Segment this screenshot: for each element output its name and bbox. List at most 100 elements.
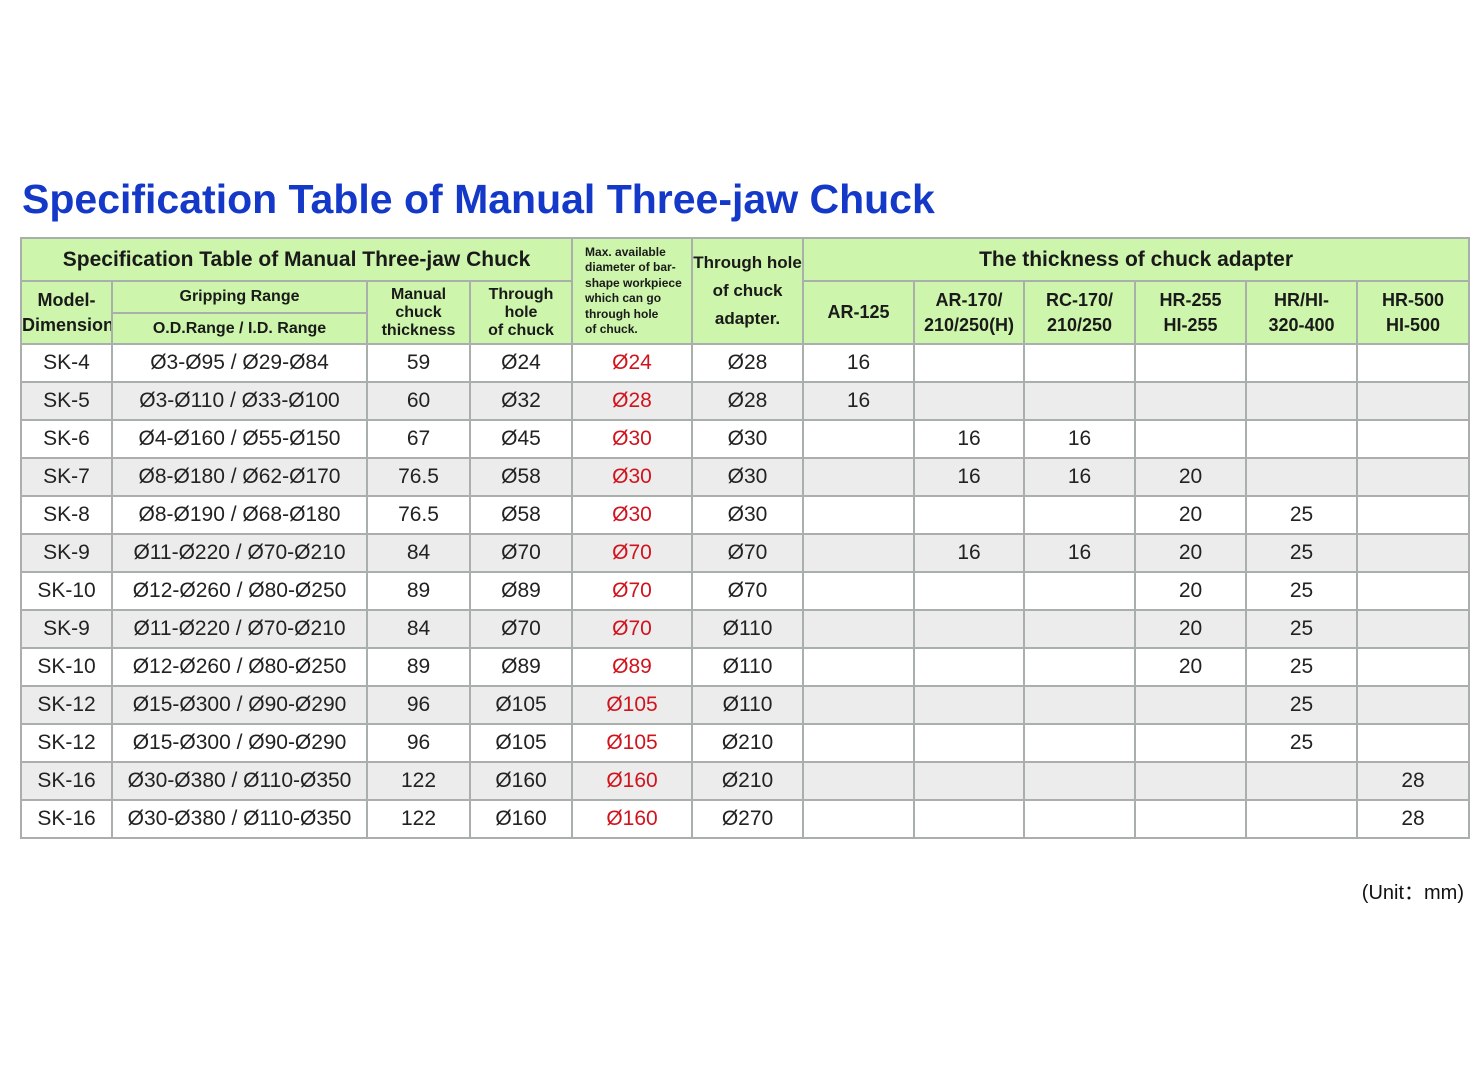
empty-cell <box>913 609 1026 649</box>
hole-cell: Ø70 <box>468 533 574 573</box>
empty-cell <box>1356 419 1471 459</box>
range-cell: Ø11-Ø220 / Ø70-Ø210 <box>111 533 368 573</box>
header-line: through hole <box>585 306 659 321</box>
hole-cell: Ø24 <box>468 343 574 383</box>
header-line: 210/250(H) <box>924 314 1015 335</box>
model-cell: SK-12 <box>20 685 113 725</box>
header-row: O.D.Range / I.D. Range <box>21 312 1469 345</box>
header-line: Model- <box>37 289 96 310</box>
hole-cell: Ø58 <box>468 495 574 535</box>
hole-cell: Ø32 <box>468 381 574 421</box>
adapter-thickness-cell: 25 <box>1245 533 1359 573</box>
header-cell: Model- Dimension <box>20 280 113 345</box>
empty-cell <box>1356 381 1471 421</box>
range-cell: Ø30-Ø380 / Ø110-Ø350 <box>111 761 368 801</box>
empty-cell <box>913 799 1026 839</box>
data-row: SK-12 Ø15-Ø300 / Ø90-Ø290 96 Ø105 Ø105 Ø210 25 <box>20 723 1471 763</box>
empty-cell <box>1356 685 1471 725</box>
max-bar-cell: Ø30 <box>571 457 694 497</box>
empty-cell <box>1023 799 1137 839</box>
header-cell: HR-255 HI-255 <box>1134 280 1248 345</box>
max-bar-cell: Ø70 <box>571 533 694 573</box>
header-cell: AR-125 <box>802 280 916 345</box>
header-line: 210/250 <box>1046 314 1113 335</box>
empty-cell <box>802 571 916 611</box>
model-cell: SK-5 <box>20 381 113 421</box>
model-cell: SK-10 <box>20 647 113 687</box>
model-cell: SK-9 <box>20 609 113 649</box>
data-row: SK-4 Ø3-Ø95 / Ø29-Ø84 59 Ø24 Ø24 Ø28 16 <box>20 343 1471 383</box>
data-row: SK-9 Ø11-Ø220 / Ø70-Ø210 84 Ø70 Ø70 Ø110 20 25 <box>20 609 1471 649</box>
header-line: of chuck <box>712 281 783 300</box>
empty-cell <box>1134 723 1248 763</box>
adapter-hole-cell: Ø110 <box>691 609 805 649</box>
header-cell: Max. available diameter of bar-shape work… <box>571 237 694 345</box>
adapter-thickness-cell: 20 <box>1134 533 1248 573</box>
thickness-cell: 122 <box>366 761 471 801</box>
thickness-cell: 96 <box>366 685 471 725</box>
empty-cell <box>802 723 916 763</box>
header-line: chuck <box>395 303 442 321</box>
max-bar-cell: Ø70 <box>571 571 694 611</box>
empty-cell <box>1023 723 1137 763</box>
header-line: of chuck. <box>585 322 638 336</box>
empty-cell <box>1023 609 1137 649</box>
adapter-hole-cell: Ø28 <box>691 381 805 421</box>
adapter-thickness-cell: 20 <box>1134 571 1248 611</box>
header-line: RC-170/ <box>1046 289 1114 310</box>
model-cell: SK-8 <box>20 495 113 535</box>
data-row: SK-7 Ø8-Ø180 / Ø62-Ø170 76.5 Ø58 Ø30 Ø30 16 16 2… <box>20 457 1471 497</box>
table-header: Specification Table of Manual Three-jaw … <box>19 237 1471 345</box>
max-bar-cell: Ø105 <box>571 723 694 763</box>
table-body: SK-4 Ø3-Ø95 / Ø29-Ø84 59 Ø24 Ø24 Ø28 16 SK-5 Ø3-… <box>20 343 1471 839</box>
empty-cell <box>1023 761 1137 801</box>
empty-cell <box>1023 647 1137 687</box>
data-row: SK-5 Ø3-Ø110 / Ø33-Ø100 60 Ø32 Ø28 Ø28 16 <box>20 381 1471 421</box>
model-cell: SK-4 <box>20 343 113 383</box>
model-cell: SK-7 <box>20 457 113 497</box>
thickness-cell: 89 <box>366 647 471 687</box>
header-line: Through hole <box>693 253 802 272</box>
empty-cell <box>913 685 1026 725</box>
header-line: of chuck <box>488 321 554 339</box>
empty-cell <box>1134 761 1248 801</box>
header-line: diameter of bar- <box>585 260 676 274</box>
header-line: AR-170/ <box>935 289 1003 310</box>
adapter-thickness-cell: 25 <box>1245 723 1359 763</box>
header-row: Model- Dimension Gripping Range Manual chuck… <box>20 280 1471 345</box>
header-cell: HR/HI- 320-400 <box>1245 280 1359 345</box>
hole-cell: Ø89 <box>468 571 574 611</box>
thickness-cell: 96 <box>366 723 471 763</box>
header-line: thickness <box>381 321 456 339</box>
adapter-hole-cell: Ø70 <box>691 533 805 573</box>
header-line: adapter. <box>714 309 781 328</box>
range-cell: Ø3-Ø110 / Ø33-Ø100 <box>111 381 368 421</box>
range-cell: Ø12-Ø260 / Ø80-Ø250 <box>111 647 368 687</box>
header-line: Dimension <box>22 314 112 335</box>
empty-cell <box>913 647 1026 687</box>
empty-cell <box>1356 723 1471 763</box>
max-bar-cell: Ø160 <box>571 761 694 801</box>
empty-cell <box>913 761 1026 801</box>
data-row: SK-6 Ø4-Ø160 / Ø55-Ø150 67 Ø45 Ø30 Ø30 16 16 <box>20 419 1471 459</box>
header-line: shape workpiece <box>585 275 682 290</box>
max-bar-cell: Ø30 <box>571 419 694 459</box>
data-row: SK-16 Ø30-Ø380 / Ø110-Ø350 122 Ø160 Ø160 Ø210… <box>20 761 1471 801</box>
thickness-cell: 122 <box>366 799 471 839</box>
max-bar-cell: Ø89 <box>571 647 694 687</box>
empty-cell <box>1023 495 1137 535</box>
adapter-thickness-cell: 16 <box>1023 457 1137 497</box>
empty-cell <box>1245 343 1359 383</box>
data-row: SK-9 Ø11-Ø220 / Ø70-Ø210 84 Ø70 Ø70 Ø70 16 16 20… <box>20 533 1471 573</box>
thickness-cell: 67 <box>366 419 471 459</box>
adapter-thickness-cell: 16 <box>913 419 1026 459</box>
hole-cell: Ø89 <box>468 647 574 687</box>
range-cell: Ø12-Ø260 / Ø80-Ø250 <box>111 571 368 611</box>
adapter-hole-cell: Ø110 <box>691 685 805 725</box>
thickness-cell: 84 <box>366 533 471 573</box>
max-bar-cell: Ø28 <box>571 381 694 421</box>
empty-cell <box>1356 457 1471 497</box>
empty-cell <box>1134 685 1248 725</box>
range-cell: Ø15-Ø300 / Ø90-Ø290 <box>111 685 368 725</box>
